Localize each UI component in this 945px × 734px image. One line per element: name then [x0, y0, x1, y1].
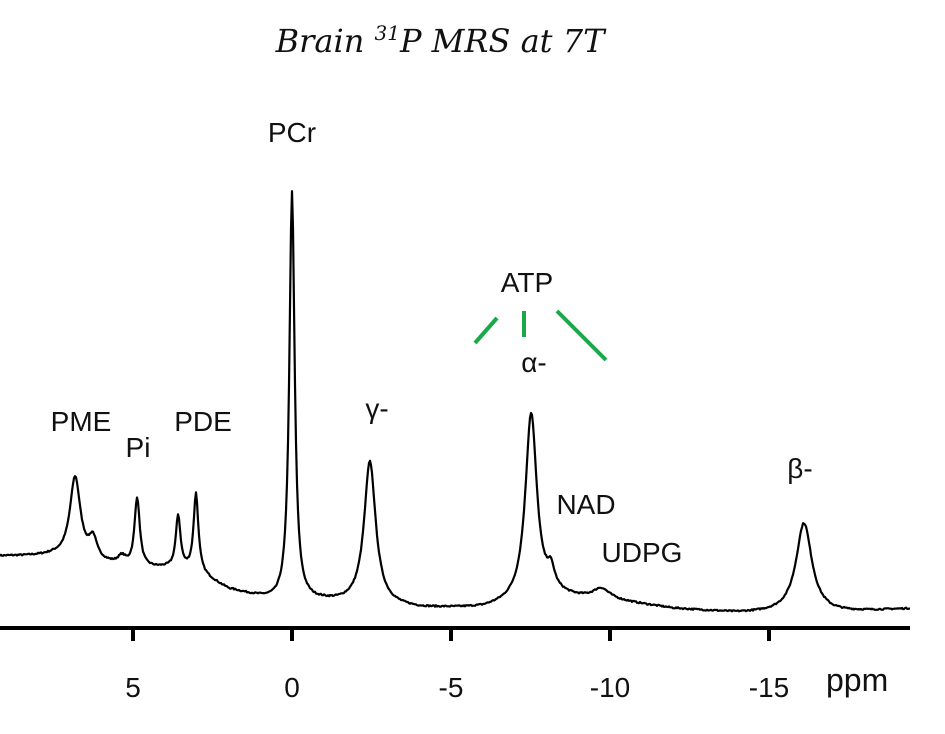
atp-line-gamma	[473, 316, 499, 345]
x-tick-label: -10	[590, 672, 630, 703]
label-pi: Pi	[126, 432, 151, 463]
label-nad: NAD	[556, 489, 615, 520]
atp-bracket-lines	[473, 309, 608, 362]
x-tick-label: -5	[439, 672, 464, 703]
label-pme: PME	[51, 406, 112, 437]
x-axis-label: ppm	[826, 662, 888, 698]
x-tick-label: 5	[125, 672, 141, 703]
label-pde: PDE	[174, 406, 232, 437]
spectrum-line	[0, 190, 911, 613]
label-udpg: UDPG	[602, 537, 683, 568]
label-alpha-atp: α-	[521, 347, 547, 378]
x-axis-ticks: 5 0 -5 -10 -15	[125, 628, 789, 703]
label-gamma-atp: γ-	[365, 393, 388, 424]
label-beta-atp: β-	[787, 453, 812, 484]
x-tick-label: 0	[284, 672, 300, 703]
atp-line-beta	[555, 309, 608, 362]
label-atp: ATP	[501, 267, 553, 298]
label-pcr: PCr	[268, 117, 316, 148]
x-tick-label: -15	[749, 672, 789, 703]
chart-title: Brain 31P MRS at 7T	[275, 21, 607, 60]
